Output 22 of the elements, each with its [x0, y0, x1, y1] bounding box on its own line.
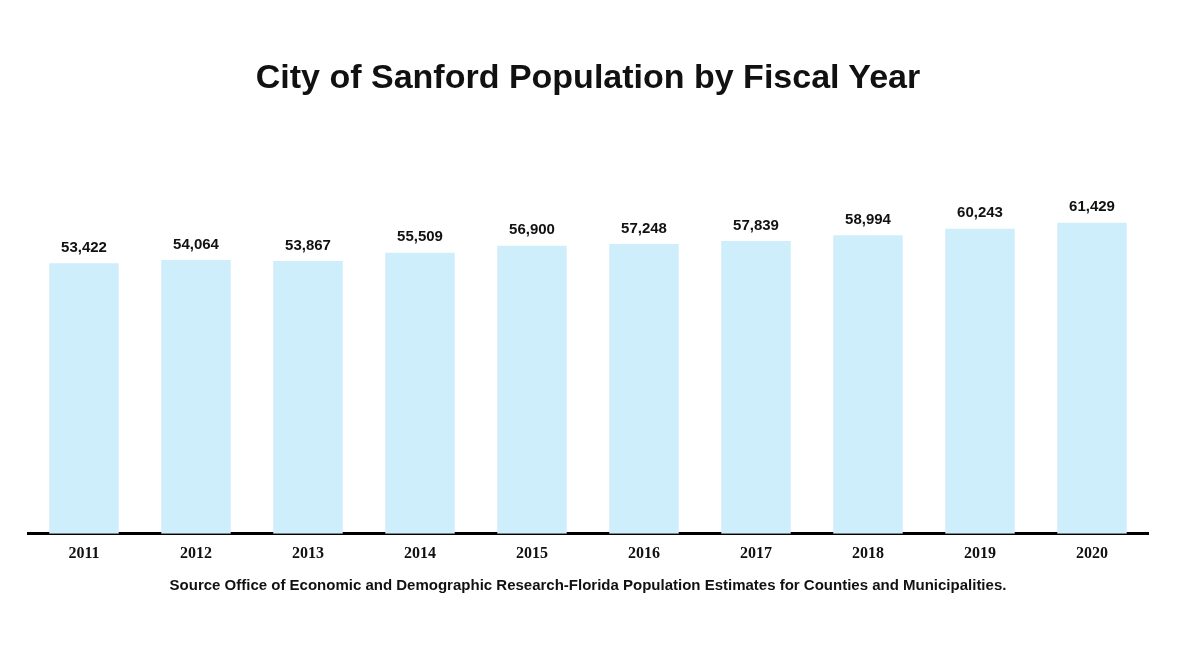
data-label: 60,243 — [957, 203, 1003, 221]
x-tick-label: 2019 — [964, 543, 996, 561]
data-label: 58,994 — [845, 209, 892, 227]
data-label: 57,248 — [621, 218, 667, 236]
x-tick-label: 2011 — [68, 543, 100, 561]
x-tick-label: 2012 — [180, 543, 212, 561]
data-label: 55,509 — [397, 227, 443, 245]
x-tick-label: 2016 — [628, 543, 660, 561]
data-label: 56,900 — [509, 220, 555, 238]
x-tick-label: 2013 — [292, 543, 324, 561]
x-tick-label: 2018 — [852, 543, 884, 561]
data-label: 53,422 — [61, 237, 107, 255]
data-label: 57,839 — [733, 215, 779, 233]
data-label: 54,064 — [173, 234, 220, 252]
data-label: 61,429 — [1069, 197, 1115, 215]
x-tick-label: 2014 — [404, 543, 436, 561]
data-label: 53,867 — [285, 235, 331, 253]
x-tick-label: 2017 — [740, 543, 772, 561]
x-tick-label: 2015 — [516, 543, 548, 561]
source-note: Source Office of Economic and Demographic Research-Florida Population Estimates for Counties and Municipalities. — [168, 575, 1008, 595]
x-tick-label: 2020 — [1076, 543, 1108, 561]
chart-title: City of Sanford Population by Fiscal Year — [255, 56, 921, 95]
